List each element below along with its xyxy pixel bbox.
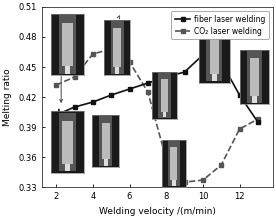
CO₂ laser welding: [201, 179, 205, 181]
Line: fiber laser welding: fiber laser welding: [54, 53, 260, 124]
CO₂ laser welding: [73, 76, 76, 78]
fiber laser welding: [183, 71, 186, 73]
CO₂ laser welding: [128, 61, 131, 63]
fiber laser welding: [201, 54, 205, 56]
Y-axis label: Melting ratio: Melting ratio: [4, 68, 12, 126]
CO₂ laser welding: [183, 181, 186, 184]
CO₂ laser welding: [91, 53, 94, 55]
Line: CO₂ laser welding: CO₂ laser welding: [54, 47, 260, 185]
fiber laser welding: [146, 82, 150, 84]
CO₂ laser welding: [110, 48, 113, 50]
fiber laser welding: [219, 61, 223, 63]
fiber laser welding: [128, 88, 131, 90]
fiber laser welding: [91, 101, 94, 103]
fiber laser welding: [238, 94, 241, 96]
CO₂ laser welding: [256, 118, 259, 120]
X-axis label: Welding velocity /(m/min): Welding velocity /(m/min): [99, 207, 216, 215]
CO₂ laser welding: [55, 84, 58, 86]
fiber laser welding: [55, 114, 58, 116]
fiber laser welding: [110, 94, 113, 96]
fiber laser welding: [73, 106, 76, 108]
fiber laser welding: [164, 76, 168, 78]
CO₂ laser welding: [238, 128, 241, 130]
Legend: fiber laser welding, CO₂ laser welding: fiber laser welding, CO₂ laser welding: [171, 11, 269, 39]
CO₂ laser welding: [164, 158, 168, 160]
fiber laser welding: [256, 121, 259, 123]
CO₂ laser welding: [219, 164, 223, 166]
CO₂ laser welding: [146, 91, 150, 93]
